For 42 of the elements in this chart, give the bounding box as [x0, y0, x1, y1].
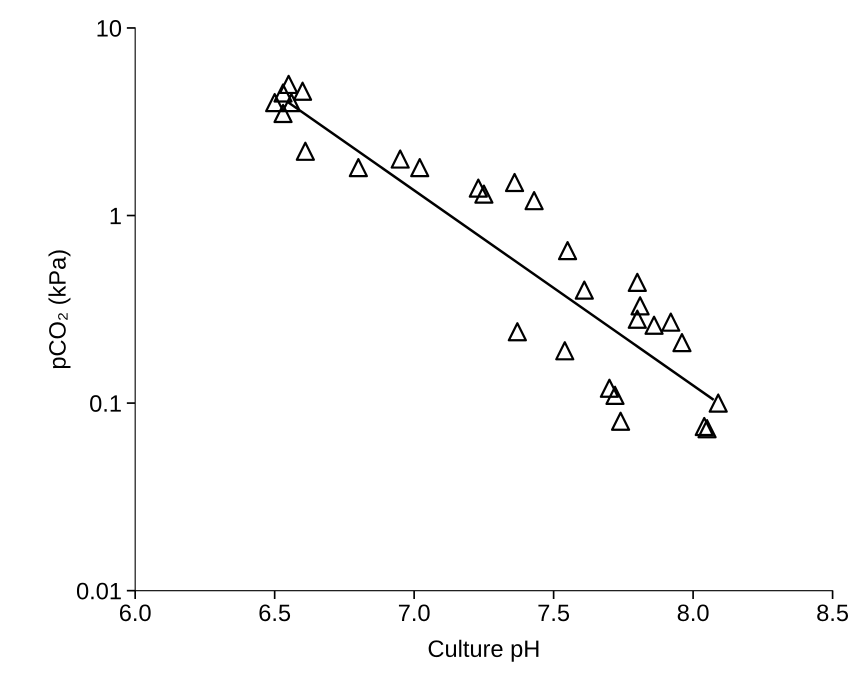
point: [574, 280, 594, 300]
point: [661, 312, 680, 332]
point: [504, 172, 524, 192]
point: [474, 184, 494, 204]
point: [524, 191, 544, 210]
point: [265, 92, 284, 112]
x-tick-label: 7.0: [398, 604, 430, 622]
point: [273, 104, 293, 124]
y-tick-label: 1: [110, 208, 121, 224]
y-tick-label: 10: [98, 20, 122, 37]
point: [697, 419, 717, 438]
x-tick-label: 6.0: [120, 604, 151, 622]
point: [390, 149, 410, 169]
point: [610, 412, 630, 431]
point: [410, 158, 430, 178]
point: [296, 142, 315, 161]
point: [628, 310, 647, 329]
y-tick-label: 0.1: [90, 395, 121, 412]
point: [605, 386, 625, 405]
point: [555, 341, 574, 360]
point: [644, 316, 664, 335]
y-axis-title: pCO₂ (kPa): [48, 250, 70, 368]
x-axis-title: Culture pH: [428, 640, 538, 662]
point: [348, 158, 368, 178]
x-tick-label: 6.5: [259, 604, 290, 622]
point: [694, 416, 714, 436]
point: [282, 92, 302, 112]
point: [708, 393, 728, 413]
point: [273, 83, 293, 103]
point: [468, 178, 488, 198]
x-tick-label: 7.5: [538, 604, 570, 622]
point: [630, 296, 650, 316]
point: [292, 82, 312, 101]
point: [600, 378, 620, 398]
point: [278, 74, 298, 94]
point: [628, 272, 647, 292]
point: [672, 333, 692, 352]
x-tick-label: 8.5: [817, 604, 848, 622]
y-tick-label: 0.01: [76, 582, 121, 600]
point: [508, 322, 527, 342]
point: [558, 241, 578, 260]
x-tick-label: 8.0: [678, 604, 709, 622]
